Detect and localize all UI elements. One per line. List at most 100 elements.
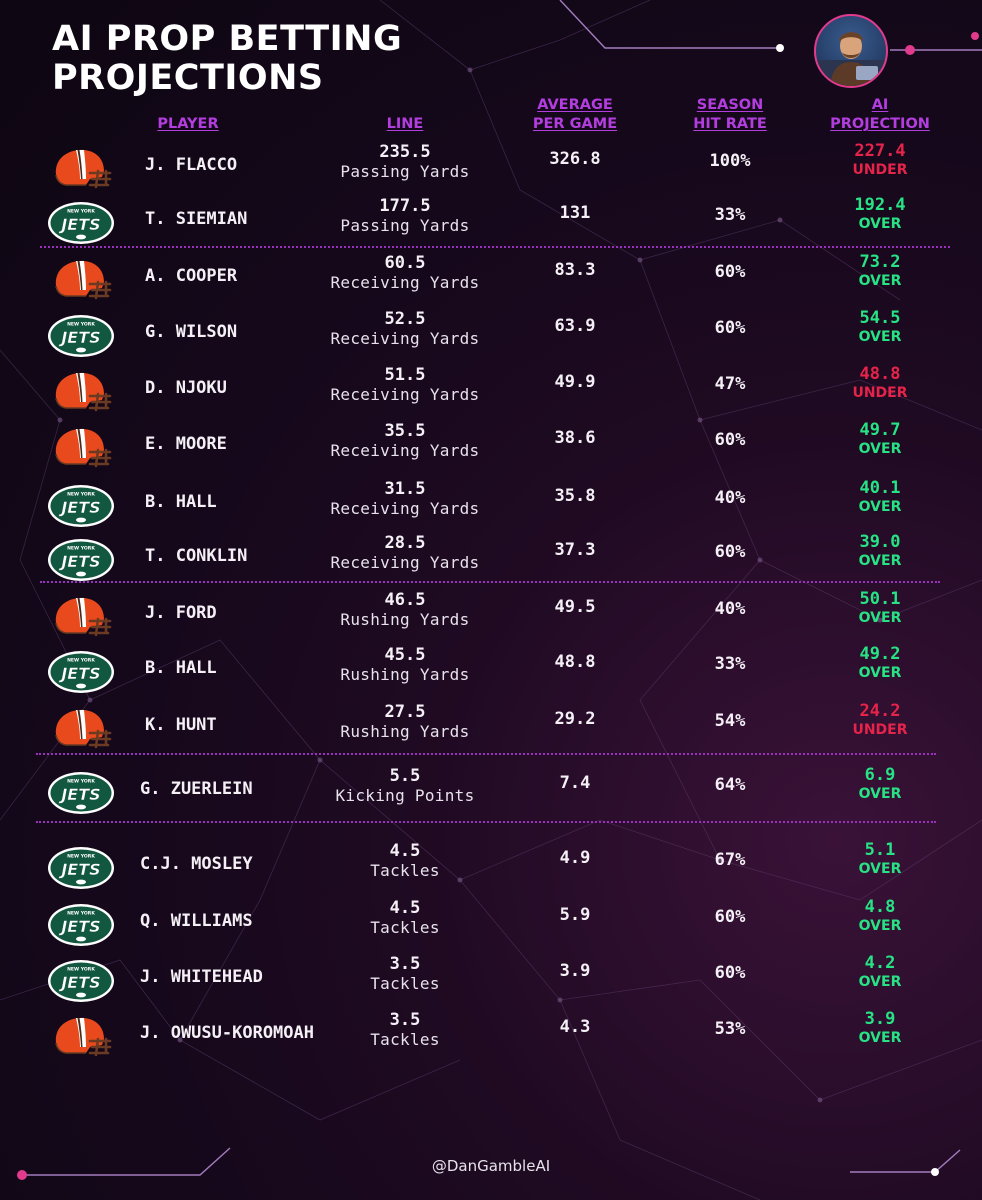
projection-value: 192.4 xyxy=(854,195,906,215)
average-per-game: 38.6 xyxy=(554,428,596,448)
average-per-game: 5.9 xyxy=(559,905,591,925)
team-logo: NEW YORK JETS xyxy=(46,312,116,360)
browns-helmet-icon xyxy=(55,428,112,468)
projection-direction: OVER xyxy=(858,918,902,934)
stat-type: Tackles xyxy=(370,861,440,880)
prop-line: 46.5 Rushing Yards xyxy=(300,590,510,629)
line-value: 28.5 xyxy=(384,533,426,553)
page-title: AI PROP BETTING PROJECTIONS xyxy=(52,20,402,98)
table-row: NEW YORK JETS C.J. MOSLEY 4.5 Tackles 4.9 67… xyxy=(0,840,982,896)
browns-helmet-icon xyxy=(55,709,112,749)
team-logo xyxy=(46,1013,116,1061)
projection-direction: OVER xyxy=(858,1030,902,1046)
projection-direction: UNDER xyxy=(852,385,908,401)
ai-projection: 227.4 UNDER xyxy=(830,141,930,180)
table-row: NEW YORK JETS Q. WILLIAMS 4.5 Tackles 5.9 60… xyxy=(0,897,982,953)
average-per-game: 48.8 xyxy=(554,652,596,672)
season-hit-rate: 33% xyxy=(714,654,746,674)
table-row: J. FLACCO 235.5 Passing Yards 326.8 100% 227.… xyxy=(0,141,982,197)
jets-logo-top-text: NEW YORK xyxy=(67,967,95,973)
average-per-game: 4.9 xyxy=(559,848,591,868)
team-logo xyxy=(46,424,116,472)
title-line-1: AI PROP BETTING xyxy=(52,19,403,59)
ai-projection: 4.8 OVER xyxy=(830,897,930,936)
jets-logo-top-text: NEW YORK xyxy=(67,322,95,328)
projection-value: 3.9 xyxy=(864,1009,896,1029)
season-hit-rate: 60% xyxy=(714,318,746,338)
jets-logo-top-text: NEW YORK xyxy=(67,546,95,552)
projection-direction: OVER xyxy=(858,553,902,569)
player-name: B. HALL xyxy=(145,492,217,512)
player-name: G. WILSON xyxy=(145,322,238,342)
season-hit-rate: 53% xyxy=(714,1019,746,1039)
table-row: J. OWUSU-KOROMOAH 3.5 Tackles 4.3 53% 3.9 OVER xyxy=(0,1009,982,1065)
projection-value: 40.1 xyxy=(859,478,901,498)
team-logo: NEW YORK JETS xyxy=(46,648,116,696)
jets-logo-main-text: JETS xyxy=(58,785,100,804)
table-row: D. NJOKU 51.5 Receiving Yards 49.9 47% 48.8 UN… xyxy=(0,364,982,420)
team-logo: NEW YORK JETS xyxy=(46,536,116,584)
jets-logo-top-text: NEW YORK xyxy=(67,492,95,498)
browns-helmet-icon xyxy=(55,149,112,189)
season-hit-rate: 54% xyxy=(714,711,746,731)
ai-projection: 49.7 OVER xyxy=(830,420,930,459)
table-row: NEW YORK JETS B. HALL 31.5 Receiving Yards… xyxy=(0,478,982,534)
average-per-game: 7.4 xyxy=(559,773,591,793)
stat-type: Rushing Yards xyxy=(340,610,470,629)
ai-projection: 49.2 OVER xyxy=(830,644,930,683)
projection-value: 73.2 xyxy=(859,252,901,272)
line-value: 27.5 xyxy=(384,702,426,722)
season-hit-rate: 40% xyxy=(714,599,746,619)
stat-type: Passing Yards xyxy=(340,216,470,235)
avatar xyxy=(814,14,888,88)
projection-value: 4.8 xyxy=(864,897,896,917)
jets-logo-main-text: JETS xyxy=(58,860,100,879)
prop-line: 4.5 Tackles xyxy=(300,898,510,937)
player-name: J. WHITEHEAD xyxy=(140,967,263,987)
stat-type: Tackles xyxy=(370,974,440,993)
projection-value: 5.1 xyxy=(864,840,896,860)
stat-type: Receiving Yards xyxy=(330,273,480,292)
player-name: Q. WILLIAMS xyxy=(140,911,253,931)
line-value: 60.5 xyxy=(384,253,426,273)
jets-logo-main-text: JETS xyxy=(58,328,100,347)
average-per-game: 83.3 xyxy=(554,260,596,280)
stat-type: Receiving Yards xyxy=(330,441,480,460)
jets-logo-icon: NEW YORK JETS xyxy=(48,904,114,946)
prop-line: 4.5 Tackles xyxy=(300,841,510,880)
header-ai-projection: AI PROJECTION xyxy=(830,97,930,132)
player-name: D. NJOKU xyxy=(145,378,227,398)
player-name: K. HUNT xyxy=(145,715,217,735)
projection-value: 50.1 xyxy=(859,589,901,609)
projection-value: 39.0 xyxy=(859,532,901,552)
team-logo: NEW YORK JETS xyxy=(46,769,116,817)
prop-line: 27.5 Rushing Yards xyxy=(300,702,510,741)
jets-logo-top-text: NEW YORK xyxy=(67,911,95,917)
average-per-game: 4.3 xyxy=(559,1017,591,1037)
line-value: 4.5 xyxy=(389,898,421,918)
jets-logo-main-text: JETS xyxy=(58,664,100,683)
average-per-game: 49.5 xyxy=(554,597,596,617)
jets-logo-top-text: NEW YORK xyxy=(67,209,95,215)
jets-logo-icon: NEW YORK JETS xyxy=(48,539,114,581)
stat-type: Passing Yards xyxy=(340,162,470,181)
average-per-game: 37.3 xyxy=(554,540,596,560)
line-value: 3.5 xyxy=(389,1010,421,1030)
projection-value: 54.5 xyxy=(859,308,901,328)
player-name: B. HALL xyxy=(145,658,217,678)
ai-projection: 39.0 OVER xyxy=(830,532,930,571)
jets-logo-main-text: JETS xyxy=(58,215,100,234)
prop-line: 31.5 Receiving Yards xyxy=(300,479,510,518)
season-hit-rate: 33% xyxy=(714,205,746,225)
title-line-2: PROJECTIONS xyxy=(52,58,324,98)
season-hit-rate: 60% xyxy=(714,542,746,562)
average-per-game: 49.9 xyxy=(554,372,596,392)
section-divider xyxy=(40,581,940,583)
stat-type: Rushing Yards xyxy=(340,665,470,684)
jets-logo-main-text: JETS xyxy=(58,973,100,992)
season-hit-rate: 60% xyxy=(714,430,746,450)
line-value: 46.5 xyxy=(384,590,426,610)
season-hit-rate: 100% xyxy=(709,151,751,171)
projection-direction: OVER xyxy=(858,610,902,626)
stat-type: Tackles xyxy=(370,918,440,937)
